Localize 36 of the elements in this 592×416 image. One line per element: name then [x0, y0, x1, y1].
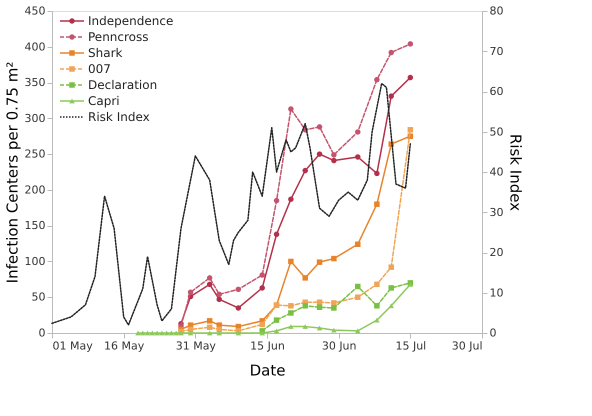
y2-axis-title: Risk Index: [506, 134, 524, 212]
legend-label: Penncross: [88, 30, 149, 44]
x-axis-title: Date: [250, 362, 286, 380]
y-tick-label: 400: [24, 40, 46, 54]
x-tick-label: 30 Jun: [322, 340, 357, 352]
y-tick-label: 50: [32, 290, 46, 304]
y-axis-title: Infection Centers per 0.75 m²: [4, 62, 22, 284]
legend-label: Independence: [88, 14, 174, 28]
legend-label: 007: [88, 62, 111, 76]
y-tick-label: 300: [24, 112, 46, 125]
y-tick-label: 0: [38, 326, 46, 340]
y2-tick-label: 50: [490, 125, 504, 138]
y-tick-label: 450: [24, 4, 46, 18]
y2-tick-label: 70: [490, 44, 504, 58]
legend-label: Shark: [88, 46, 123, 60]
y2-tick-label: 30: [490, 206, 504, 219]
legend-label: Declaration: [88, 78, 158, 92]
x-tick-label: 15 Jun: [250, 340, 285, 352]
y2-tick-label: 10: [490, 286, 504, 300]
x-tick-label: 31 May: [176, 340, 216, 352]
y2-tick-label: 60: [490, 85, 504, 98]
y2-tick-label: 20: [490, 246, 504, 259]
x-tick-label: 16 May: [104, 340, 145, 352]
legend-label: Risk Index: [88, 110, 150, 124]
x-tick-label: 15 Jul: [395, 340, 426, 352]
y-tick-label: 100: [24, 254, 46, 268]
legend-label: Capri: [88, 94, 120, 108]
y2-tick-label: 0: [490, 326, 496, 340]
y2-tick-label: 80: [490, 4, 504, 18]
y-tick-label: 250: [24, 148, 46, 161]
x-tick-label: 01 May: [52, 340, 94, 352]
x-tick-label: 30 Jul: [452, 340, 482, 352]
y-tick-label: 200: [24, 183, 46, 196]
y2-tick-label: 40: [490, 166, 504, 178]
y-tick-label: 150: [24, 219, 46, 232]
y-tick-label: 350: [24, 76, 46, 90]
